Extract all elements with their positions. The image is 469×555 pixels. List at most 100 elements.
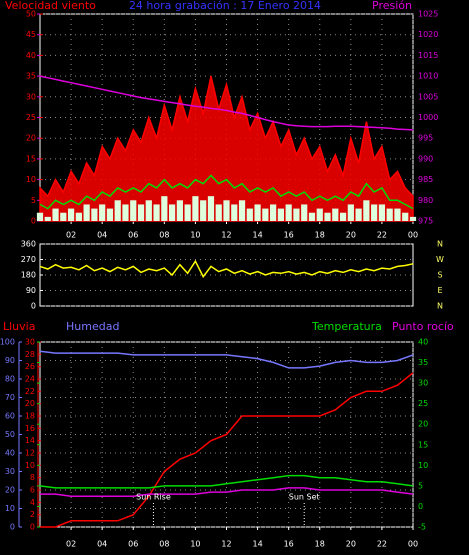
bar <box>176 200 183 221</box>
y-tick-label: 990 <box>418 154 433 163</box>
bar <box>200 200 207 221</box>
y-tick-label: 30 <box>5 467 15 476</box>
y-tick-label: 18 <box>25 412 35 421</box>
bar <box>231 204 238 221</box>
series-line <box>40 487 414 497</box>
y-tick-label: 30 <box>418 379 428 388</box>
bar <box>36 212 44 221</box>
y-tick-label: 35 <box>26 72 36 81</box>
y-tick-label: 20 <box>26 134 36 143</box>
legend-temperature: Temperatura <box>311 320 382 333</box>
direction-label: W <box>436 255 444 264</box>
bar <box>44 216 51 221</box>
bar <box>192 196 199 221</box>
y-tick-label: 0 <box>31 302 36 311</box>
chart-title: 24 hora grabación : 17 Enero 2014 <box>129 0 321 12</box>
y-tick-label: 20 <box>5 486 15 495</box>
bar <box>355 208 362 221</box>
bar <box>378 204 386 221</box>
x-tick-label: 18 <box>315 540 325 549</box>
y-tick-label: 20 <box>418 420 428 429</box>
y-tick-label: 0 <box>10 523 15 532</box>
y-tick-label: 35 <box>418 358 428 367</box>
direction-label: N <box>437 240 443 249</box>
x-tick-label: 12 <box>221 231 231 240</box>
bar <box>402 212 409 221</box>
y-tick-label: 5 <box>31 196 36 205</box>
y-tick-label: 8 <box>30 473 35 482</box>
bar <box>246 208 253 221</box>
bar <box>409 216 417 221</box>
x-tick-label: 12 <box>221 540 231 549</box>
series-line <box>39 474 414 489</box>
bar <box>67 208 75 221</box>
x-tick-label: 14 <box>252 231 262 240</box>
y-tick-label: 270 <box>21 255 36 264</box>
bar <box>363 200 370 221</box>
y-tick-label: 14 <box>25 436 35 445</box>
bar <box>91 208 98 221</box>
y-tick-label: 0 <box>418 502 423 511</box>
y-tick-label: 25 <box>26 113 36 122</box>
x-tick-label: 08 <box>159 540 169 549</box>
y-tick-label: 30 <box>26 92 36 101</box>
direction-label: S <box>437 271 442 280</box>
y-tick-label: 0 <box>31 217 36 226</box>
bar <box>277 208 285 221</box>
y-tick-label: 10 <box>26 175 36 184</box>
series-line <box>39 75 414 131</box>
bar <box>52 208 59 221</box>
legend-wind: Velocidad viento <box>5 0 96 12</box>
y-tick-label: 180 <box>21 271 36 280</box>
y-tick-label: 70 <box>5 393 15 402</box>
x-tick-label: 06 <box>128 540 138 549</box>
y-tick-label: 995 <box>418 134 433 143</box>
y-tick-label: 10 <box>418 461 428 470</box>
annotation: Sun Rise <box>136 493 171 502</box>
bar <box>332 208 339 221</box>
y-tick-label: 26 <box>25 362 35 371</box>
bar <box>184 204 191 221</box>
y-tick-label: 90 <box>5 356 15 365</box>
bar <box>130 200 137 221</box>
direction-label: E <box>437 286 442 295</box>
bar <box>137 204 145 221</box>
x-tick-label: 16 <box>284 231 294 240</box>
y-tick-label: 40 <box>26 51 36 60</box>
y-tick-label: -5 <box>418 523 426 532</box>
bar <box>75 212 82 221</box>
bar <box>270 204 277 221</box>
y-tick-label: 980 <box>418 196 433 205</box>
y-tick-label: 985 <box>418 175 433 184</box>
y-tick-label: 0 <box>30 523 35 532</box>
y-tick-label: 6 <box>30 486 35 495</box>
y-tick-label: 10 <box>25 461 35 470</box>
x-tick-label: 00 <box>408 540 418 549</box>
bar <box>293 208 300 221</box>
y-tick-label: 1015 <box>418 51 438 60</box>
x-tick-label: 22 <box>377 540 387 549</box>
y-tick-label: 28 <box>25 350 35 359</box>
y-tick-label: 1020 <box>418 30 438 39</box>
y-tick-label: 15 <box>418 440 428 449</box>
y-tick-label: 1000 <box>418 113 438 122</box>
series-line <box>40 372 414 528</box>
bar <box>394 208 401 221</box>
x-tick-label: 18 <box>315 231 325 240</box>
bar <box>308 212 316 221</box>
y-tick-label: 100 <box>0 338 15 347</box>
y-tick-label: 1005 <box>418 92 438 101</box>
direction-label: N <box>437 302 443 311</box>
x-tick-label: 06 <box>128 231 138 240</box>
y-tick-label: 60 <box>5 412 15 421</box>
y-tick-label: 360 <box>21 240 36 249</box>
y-tick-label: 24 <box>25 375 35 384</box>
bar <box>99 204 106 221</box>
bar <box>106 208 114 221</box>
y-tick-label: 15 <box>26 154 36 163</box>
y-tick-label: 2 <box>30 510 35 519</box>
bar <box>223 200 230 221</box>
bar <box>285 204 292 221</box>
y-tick-label: 4 <box>30 498 35 507</box>
